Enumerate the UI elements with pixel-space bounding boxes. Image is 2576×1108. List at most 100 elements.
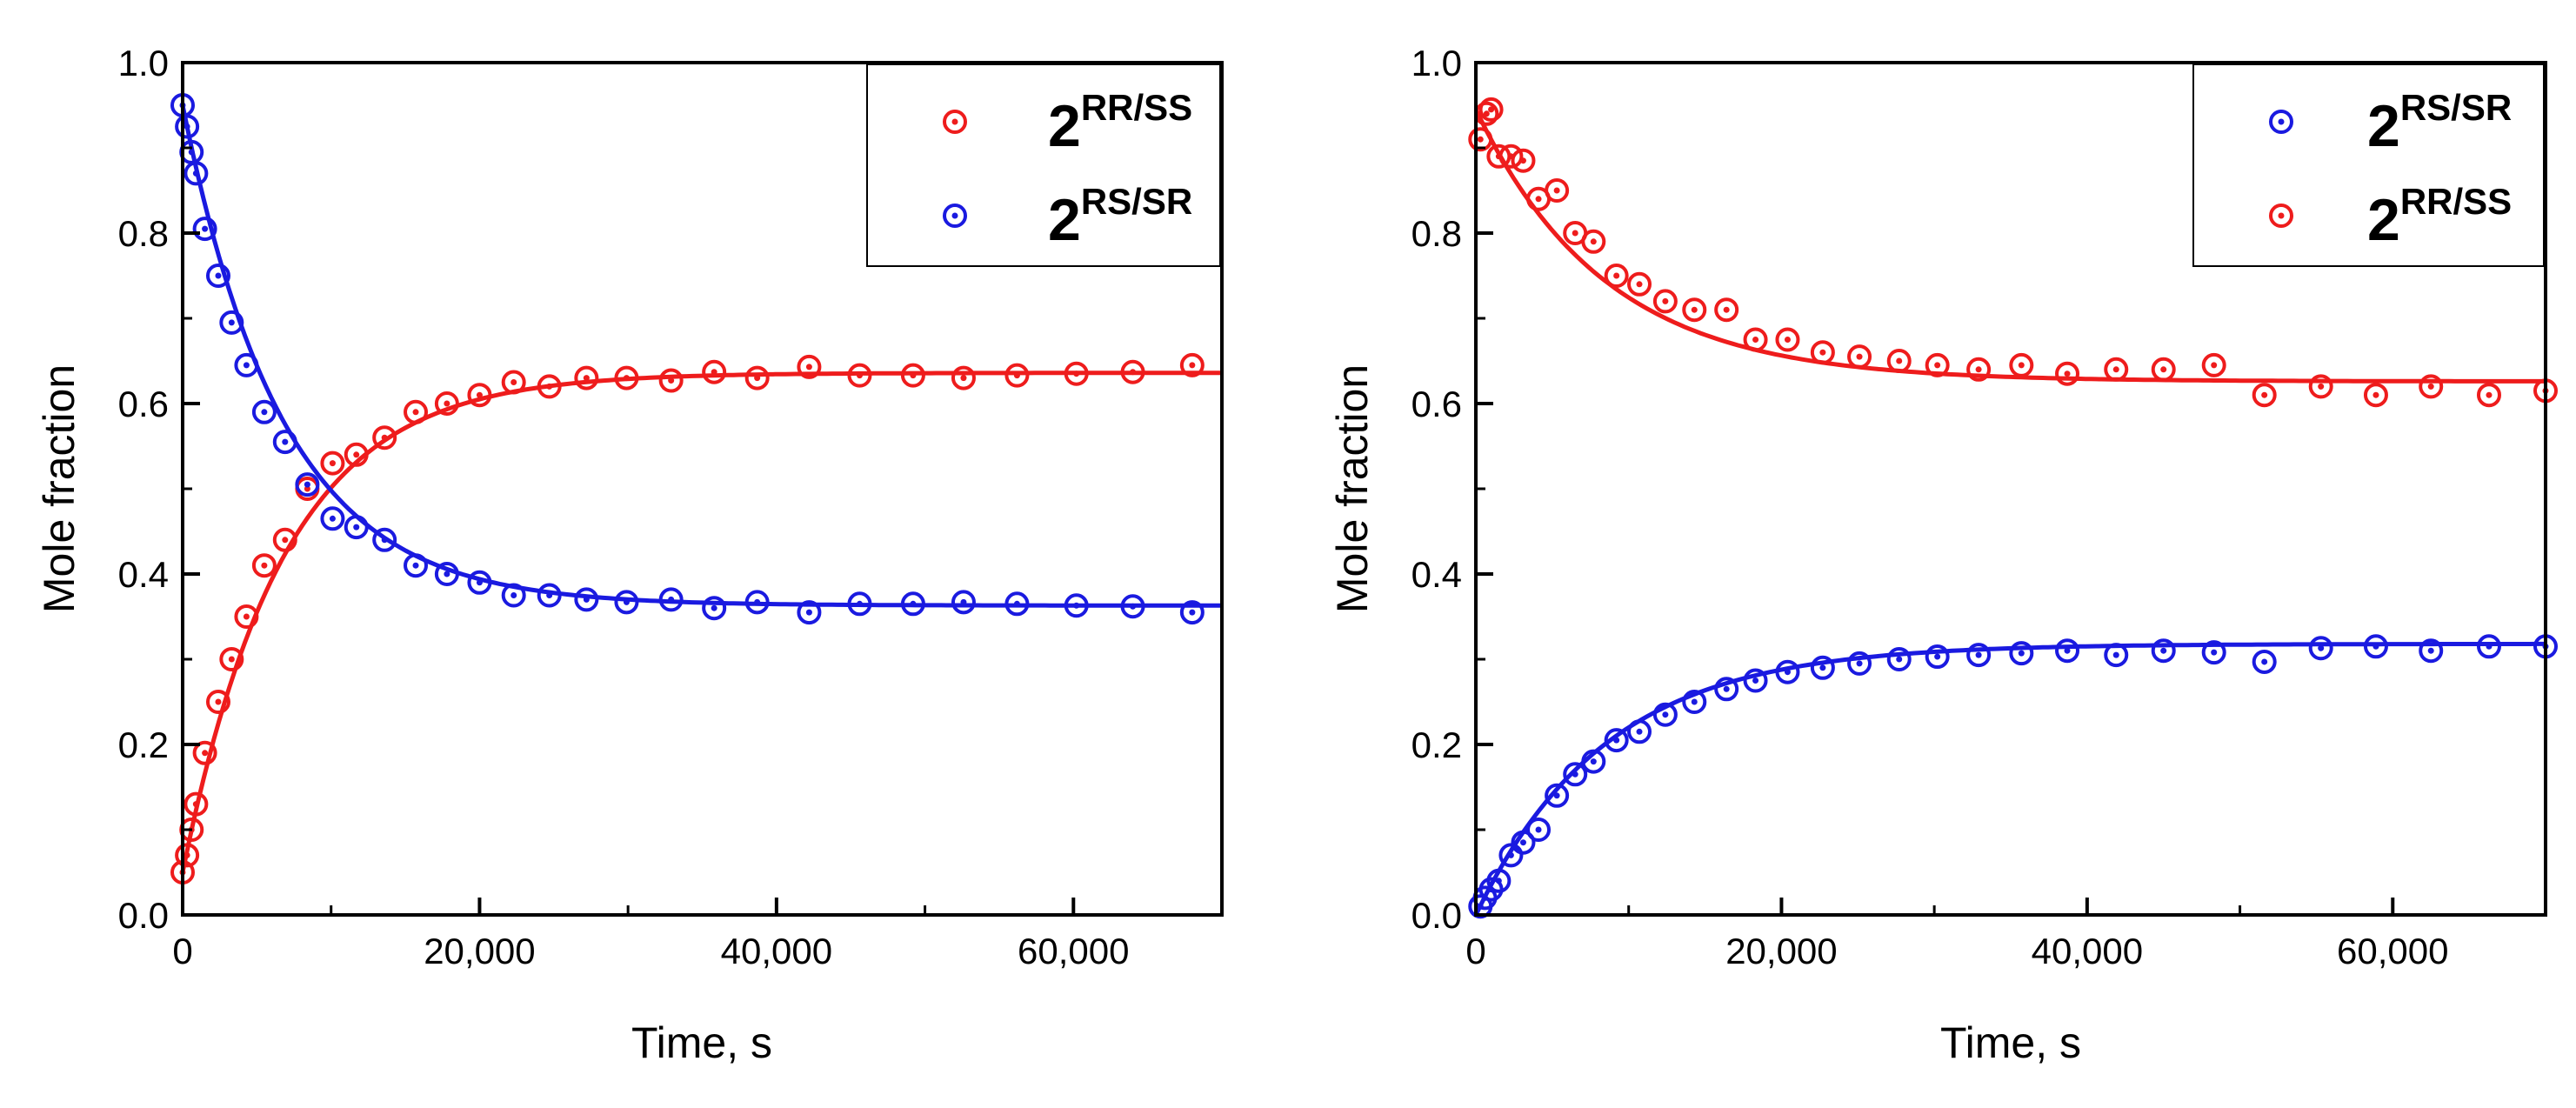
data-point-dot xyxy=(1590,758,1597,765)
data-point-ring xyxy=(1498,144,1524,169)
y-tick-label: 1.0 xyxy=(118,43,169,83)
data-point-dot xyxy=(1896,357,1903,364)
data-point-ring xyxy=(175,843,200,868)
right-chart: 0 20,000 40,000 60,000 0.0 0.2 0.4 0.6 0.8 1.0 Ti… xyxy=(1328,43,2558,1067)
data-point-ring xyxy=(175,114,200,139)
data-point-dot xyxy=(1590,238,1597,245)
data-point-ring xyxy=(344,442,369,467)
data-point-dot xyxy=(2427,383,2434,390)
data-point-dot xyxy=(1819,349,1826,356)
data-point xyxy=(1545,178,1570,203)
data-point xyxy=(501,583,526,608)
data-point-ring xyxy=(658,587,684,612)
data-point-dot xyxy=(2160,647,2167,654)
data-point xyxy=(1468,127,1493,152)
data-point-ring xyxy=(951,365,976,390)
data-point-dot xyxy=(754,598,761,605)
data-point-ring xyxy=(1925,352,1950,377)
data-point-dot xyxy=(304,485,310,492)
y-tick-label: 0.2 xyxy=(118,724,169,765)
data-point-dot xyxy=(188,149,195,156)
data-point-ring xyxy=(1743,668,1768,693)
data-point-ring xyxy=(2363,634,2388,659)
data-point xyxy=(1064,593,1089,618)
data-point xyxy=(1714,297,1739,323)
data-point-ring xyxy=(2055,361,2080,386)
fit-line-rs-sr xyxy=(1473,641,2546,917)
data-point xyxy=(1511,830,1536,855)
data-point-dot xyxy=(261,562,268,569)
data-point-dot xyxy=(2112,651,2119,658)
data-point-dot xyxy=(1723,306,1730,313)
data-point-ring xyxy=(2201,640,2226,665)
data-point-dot xyxy=(1723,685,1730,692)
data-point xyxy=(797,600,822,625)
data-point xyxy=(2476,383,2501,408)
data-point-ring xyxy=(1581,229,1606,254)
data-point-ring xyxy=(744,590,770,615)
data-point-dot xyxy=(1662,711,1669,718)
legend-marker-dot-1 xyxy=(2278,118,2285,125)
data-point-ring xyxy=(2363,383,2388,408)
data-point xyxy=(951,590,976,615)
data-point xyxy=(1526,818,1552,842)
data-point-dot xyxy=(1130,603,1137,610)
data-point xyxy=(184,791,209,817)
data-point-ring xyxy=(2055,638,2080,664)
data-point-ring xyxy=(1064,361,1089,386)
data-point-ring xyxy=(501,583,526,608)
data-point-ring xyxy=(234,604,259,629)
data-point-dot xyxy=(1896,656,1903,663)
data-point xyxy=(320,451,345,476)
data-point xyxy=(1966,357,1992,382)
y-tick-label: 0.4 xyxy=(118,554,169,595)
data-point-ring xyxy=(2009,641,2034,666)
data-point-dot xyxy=(329,460,336,467)
data-point xyxy=(205,264,230,288)
data-point-dot xyxy=(1477,136,1484,143)
data-point-ring xyxy=(272,430,297,455)
data-point xyxy=(2419,374,2444,399)
data-point-ring xyxy=(1652,289,1678,314)
data-point-dot xyxy=(215,272,222,279)
data-point xyxy=(1810,340,1835,365)
data-point-dot xyxy=(668,377,675,384)
data-point-dot xyxy=(1130,369,1137,376)
data-point-dot xyxy=(805,609,812,616)
data-point-ring xyxy=(1563,762,1588,787)
data-point-ring xyxy=(1886,647,1912,671)
y-tick-label: 0.4 xyxy=(1411,554,1462,595)
data-point xyxy=(344,442,369,467)
data-point-dot xyxy=(202,750,209,757)
data-point-dot xyxy=(2160,366,2167,373)
data-point xyxy=(1581,749,1606,774)
data-point-ring xyxy=(900,363,925,388)
data-point-dot xyxy=(304,481,310,488)
data-point-ring xyxy=(2104,643,2129,668)
data-point xyxy=(2308,374,2333,399)
data-point-ring xyxy=(614,365,639,390)
data-point-ring xyxy=(1627,719,1652,744)
data-point-ring xyxy=(219,310,244,335)
data-point xyxy=(434,562,459,586)
data-point-ring xyxy=(1581,749,1606,774)
data-point xyxy=(1498,843,1524,868)
data-point xyxy=(295,472,320,497)
data-point xyxy=(251,553,277,578)
data-point-ring xyxy=(234,352,259,377)
data-point-ring xyxy=(744,365,770,390)
data-point xyxy=(951,365,976,390)
data-point-ring xyxy=(467,383,492,408)
data-point-dot xyxy=(623,375,630,382)
data-point xyxy=(1682,297,1707,323)
data-point xyxy=(175,843,200,868)
data-point xyxy=(658,368,684,393)
data-point xyxy=(434,391,459,416)
data-point-dot xyxy=(511,592,517,598)
data-point-ring xyxy=(1775,327,1800,352)
data-point xyxy=(2151,638,2176,664)
data-point-ring xyxy=(1652,702,1678,727)
data-point xyxy=(1743,327,1768,352)
data-point xyxy=(1714,677,1739,702)
data-point-dot xyxy=(2318,383,2325,390)
